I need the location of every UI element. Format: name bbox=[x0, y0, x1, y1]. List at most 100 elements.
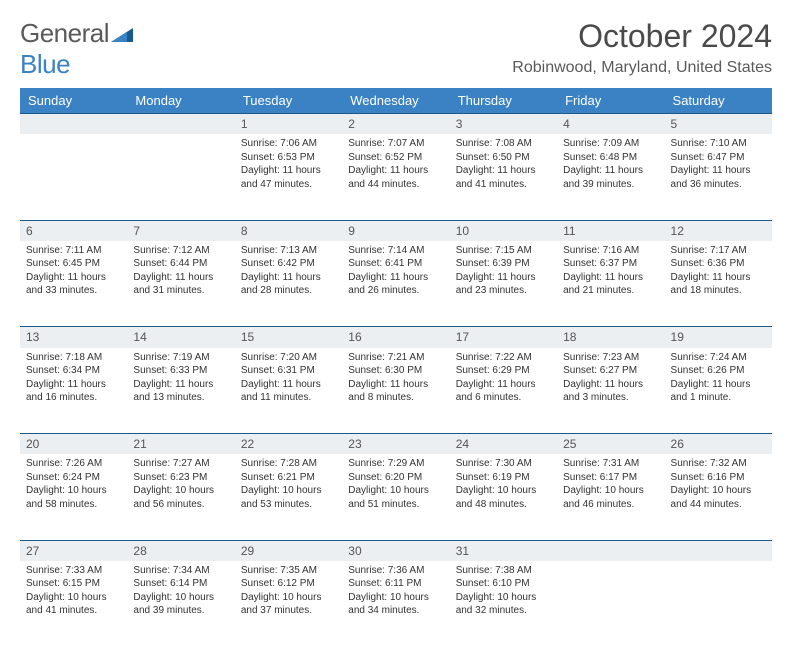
sunset-text: Sunset: 6:17 PM bbox=[563, 471, 658, 485]
daylight-text: Daylight: 11 hours and 23 minutes. bbox=[456, 271, 551, 298]
day-cell: Sunrise: 7:34 AMSunset: 6:14 PMDaylight:… bbox=[127, 561, 234, 647]
sunset-text: Sunset: 6:41 PM bbox=[348, 257, 443, 271]
day-cell: Sunrise: 7:21 AMSunset: 6:30 PMDaylight:… bbox=[342, 348, 449, 434]
daylight-text: Daylight: 11 hours and 16 minutes. bbox=[26, 378, 121, 405]
sunrise-text: Sunrise: 7:24 AM bbox=[671, 351, 766, 365]
day-cell bbox=[20, 134, 127, 220]
sunrise-text: Sunrise: 7:21 AM bbox=[348, 351, 443, 365]
weekday-header-row: Sunday Monday Tuesday Wednesday Thursday… bbox=[20, 88, 772, 114]
day-cell: Sunrise: 7:35 AMSunset: 6:12 PMDaylight:… bbox=[235, 561, 342, 647]
day-cell: Sunrise: 7:11 AMSunset: 6:45 PMDaylight:… bbox=[20, 241, 127, 327]
day-cell: Sunrise: 7:33 AMSunset: 6:15 PMDaylight:… bbox=[20, 561, 127, 647]
sunset-text: Sunset: 6:27 PM bbox=[563, 364, 658, 378]
sunrise-text: Sunrise: 7:36 AM bbox=[348, 564, 443, 578]
day-number: 9 bbox=[342, 220, 449, 241]
header: GeneralBlue October 2024 Robinwood, Mary… bbox=[20, 18, 772, 80]
day-cell: Sunrise: 7:36 AMSunset: 6:11 PMDaylight:… bbox=[342, 561, 449, 647]
day-cell: Sunrise: 7:12 AMSunset: 6:44 PMDaylight:… bbox=[127, 241, 234, 327]
daylight-text: Daylight: 10 hours and 32 minutes. bbox=[456, 591, 551, 618]
day-cell: Sunrise: 7:06 AMSunset: 6:53 PMDaylight:… bbox=[235, 134, 342, 220]
day-number bbox=[127, 114, 234, 135]
day-cell: Sunrise: 7:18 AMSunset: 6:34 PMDaylight:… bbox=[20, 348, 127, 434]
sunset-text: Sunset: 6:14 PM bbox=[133, 577, 228, 591]
sunrise-text: Sunrise: 7:15 AM bbox=[456, 244, 551, 258]
sunset-text: Sunset: 6:47 PM bbox=[671, 151, 766, 165]
sunset-text: Sunset: 6:10 PM bbox=[456, 577, 551, 591]
calendar-body: 12345Sunrise: 7:06 AMSunset: 6:53 PMDayl… bbox=[20, 114, 772, 647]
sunrise-text: Sunrise: 7:16 AM bbox=[563, 244, 658, 258]
daylight-text: Daylight: 11 hours and 39 minutes. bbox=[563, 164, 658, 191]
daylight-text: Daylight: 11 hours and 6 minutes. bbox=[456, 378, 551, 405]
daylight-text: Daylight: 11 hours and 26 minutes. bbox=[348, 271, 443, 298]
sunrise-text: Sunrise: 7:07 AM bbox=[348, 137, 443, 151]
day-number: 4 bbox=[557, 114, 664, 135]
logo-text: GeneralBlue bbox=[20, 18, 133, 80]
day-cell bbox=[665, 561, 772, 647]
sunset-text: Sunset: 6:53 PM bbox=[241, 151, 336, 165]
day-number: 30 bbox=[342, 540, 449, 561]
weekday-sunday: Sunday bbox=[20, 88, 127, 114]
sunrise-text: Sunrise: 7:23 AM bbox=[563, 351, 658, 365]
sunset-text: Sunset: 6:44 PM bbox=[133, 257, 228, 271]
sunrise-text: Sunrise: 7:08 AM bbox=[456, 137, 551, 151]
day-number: 28 bbox=[127, 540, 234, 561]
sunset-text: Sunset: 6:33 PM bbox=[133, 364, 228, 378]
day-cell: Sunrise: 7:22 AMSunset: 6:29 PMDaylight:… bbox=[450, 348, 557, 434]
sunrise-text: Sunrise: 7:28 AM bbox=[241, 457, 336, 471]
daylight-text: Daylight: 11 hours and 1 minute. bbox=[671, 378, 766, 405]
day-cell: Sunrise: 7:26 AMSunset: 6:24 PMDaylight:… bbox=[20, 454, 127, 540]
daynum-row: 20212223242526 bbox=[20, 434, 772, 455]
sunrise-text: Sunrise: 7:35 AM bbox=[241, 564, 336, 578]
sunrise-text: Sunrise: 7:11 AM bbox=[26, 244, 121, 258]
detail-row: Sunrise: 7:18 AMSunset: 6:34 PMDaylight:… bbox=[20, 348, 772, 434]
day-cell bbox=[557, 561, 664, 647]
sunrise-text: Sunrise: 7:14 AM bbox=[348, 244, 443, 258]
day-number: 22 bbox=[235, 434, 342, 455]
daylight-text: Daylight: 11 hours and 41 minutes. bbox=[456, 164, 551, 191]
daynum-row: 6789101112 bbox=[20, 220, 772, 241]
day-number: 25 bbox=[557, 434, 664, 455]
sunset-text: Sunset: 6:26 PM bbox=[671, 364, 766, 378]
sunrise-text: Sunrise: 7:17 AM bbox=[671, 244, 766, 258]
day-number: 8 bbox=[235, 220, 342, 241]
daylight-text: Daylight: 10 hours and 41 minutes. bbox=[26, 591, 121, 618]
sunset-text: Sunset: 6:19 PM bbox=[456, 471, 551, 485]
weekday-wednesday: Wednesday bbox=[342, 88, 449, 114]
calendar-table: Sunday Monday Tuesday Wednesday Thursday… bbox=[20, 88, 772, 647]
sunset-text: Sunset: 6:23 PM bbox=[133, 471, 228, 485]
sunset-text: Sunset: 6:20 PM bbox=[348, 471, 443, 485]
title-block: October 2024 Robinwood, Maryland, United… bbox=[512, 18, 772, 77]
day-number: 21 bbox=[127, 434, 234, 455]
day-number: 24 bbox=[450, 434, 557, 455]
sunrise-text: Sunrise: 7:30 AM bbox=[456, 457, 551, 471]
day-cell: Sunrise: 7:17 AMSunset: 6:36 PMDaylight:… bbox=[665, 241, 772, 327]
daynum-row: 2728293031 bbox=[20, 540, 772, 561]
day-number: 1 bbox=[235, 114, 342, 135]
day-number bbox=[665, 540, 772, 561]
day-cell: Sunrise: 7:32 AMSunset: 6:16 PMDaylight:… bbox=[665, 454, 772, 540]
logo-triangle-icon bbox=[111, 18, 133, 49]
sunset-text: Sunset: 6:42 PM bbox=[241, 257, 336, 271]
sunset-text: Sunset: 6:37 PM bbox=[563, 257, 658, 271]
day-cell: Sunrise: 7:20 AMSunset: 6:31 PMDaylight:… bbox=[235, 348, 342, 434]
day-number: 15 bbox=[235, 327, 342, 348]
sunset-text: Sunset: 6:52 PM bbox=[348, 151, 443, 165]
daylight-text: Daylight: 10 hours and 34 minutes. bbox=[348, 591, 443, 618]
day-cell: Sunrise: 7:13 AMSunset: 6:42 PMDaylight:… bbox=[235, 241, 342, 327]
daylight-text: Daylight: 11 hours and 21 minutes. bbox=[563, 271, 658, 298]
day-cell: Sunrise: 7:10 AMSunset: 6:47 PMDaylight:… bbox=[665, 134, 772, 220]
day-cell: Sunrise: 7:19 AMSunset: 6:33 PMDaylight:… bbox=[127, 348, 234, 434]
day-number: 23 bbox=[342, 434, 449, 455]
detail-row: Sunrise: 7:26 AMSunset: 6:24 PMDaylight:… bbox=[20, 454, 772, 540]
day-number: 18 bbox=[557, 327, 664, 348]
day-number: 17 bbox=[450, 327, 557, 348]
daylight-text: Daylight: 11 hours and 31 minutes. bbox=[133, 271, 228, 298]
day-cell: Sunrise: 7:24 AMSunset: 6:26 PMDaylight:… bbox=[665, 348, 772, 434]
daylight-text: Daylight: 10 hours and 58 minutes. bbox=[26, 484, 121, 511]
daylight-text: Daylight: 10 hours and 56 minutes. bbox=[133, 484, 228, 511]
daylight-text: Daylight: 10 hours and 48 minutes. bbox=[456, 484, 551, 511]
day-number: 31 bbox=[450, 540, 557, 561]
sunrise-text: Sunrise: 7:34 AM bbox=[133, 564, 228, 578]
sunrise-text: Sunrise: 7:26 AM bbox=[26, 457, 121, 471]
daylight-text: Daylight: 10 hours and 53 minutes. bbox=[241, 484, 336, 511]
